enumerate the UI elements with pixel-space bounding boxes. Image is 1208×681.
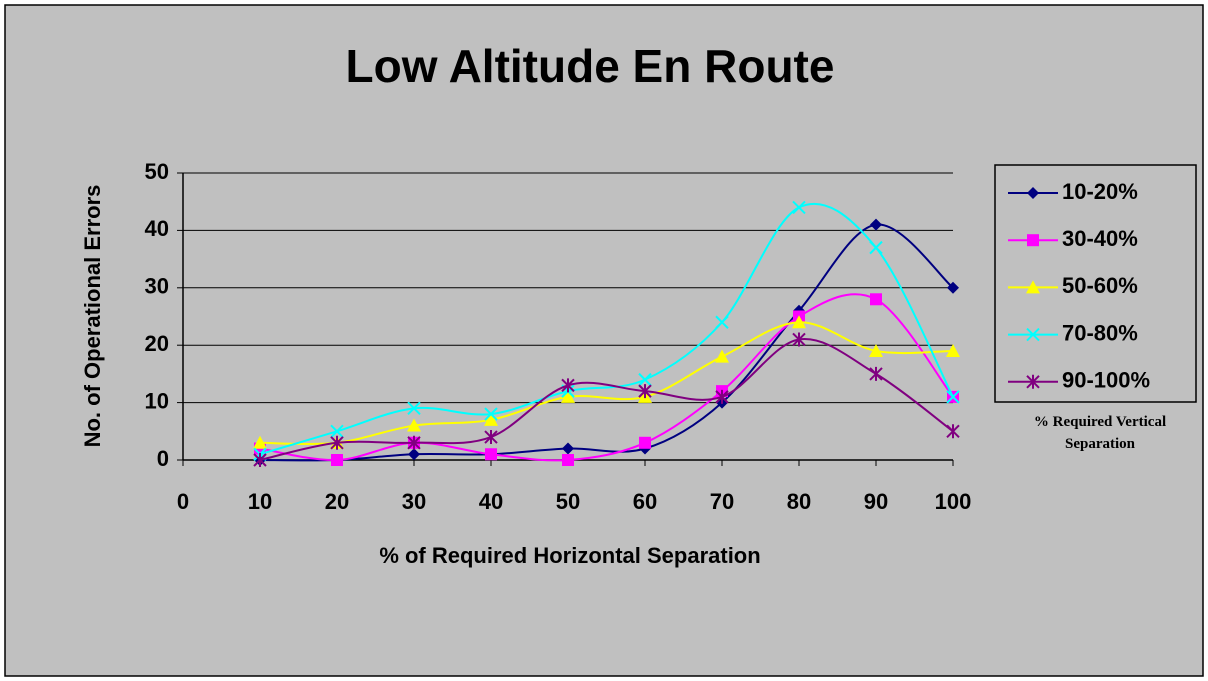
x-tick-label: 80: [787, 489, 811, 514]
marker: [253, 453, 267, 467]
marker: [639, 436, 651, 449]
y-tick-label: 30: [145, 274, 169, 299]
x-tick-label: 30: [402, 489, 426, 514]
marker: [715, 349, 729, 363]
legend-marker: [1026, 280, 1040, 294]
marker: [253, 435, 267, 449]
legend-label: 30-40%: [1062, 226, 1138, 251]
x-tick-label: 20: [325, 489, 349, 514]
x-tick-label: 60: [633, 489, 657, 514]
x-axis-label: % of Required Horizontal Separation: [379, 543, 760, 568]
legend-note: % Required Vertical Separation: [1033, 414, 1167, 452]
marker: [638, 384, 652, 399]
x-tick-label: 70: [710, 489, 734, 514]
legend-marker: [1027, 187, 1039, 199]
y-axis-label: No. of Operational Errors: [80, 185, 105, 448]
x-tick-label: 90: [864, 489, 888, 514]
y-tick-label: 10: [145, 388, 169, 413]
series-line: [259, 321, 954, 446]
marker: [407, 418, 421, 432]
marker: [792, 200, 806, 215]
marker: [407, 435, 421, 450]
x-tick-label: 40: [479, 489, 503, 514]
marker: [946, 390, 960, 404]
marker: [870, 218, 882, 231]
legend-marker: [1026, 374, 1040, 389]
marker: [485, 448, 497, 461]
marker: [408, 448, 420, 461]
marker: [869, 343, 883, 357]
marker: [331, 454, 343, 466]
marker: [946, 343, 960, 357]
legend-marker: [1026, 327, 1040, 342]
x-tick-label: 100: [935, 489, 972, 514]
marker: [792, 315, 806, 329]
legend-label: 10-20%: [1062, 179, 1138, 204]
series-line: [259, 338, 954, 461]
y-tick-label: 40: [145, 216, 169, 241]
y-tick-label: 0: [157, 446, 169, 471]
series-line: [259, 293, 954, 462]
x-tick-label: 10: [248, 489, 272, 514]
y-tick-label: 50: [145, 159, 169, 184]
marker: [561, 389, 575, 403]
marker: [562, 442, 574, 455]
marker: [484, 430, 498, 445]
marker: [870, 293, 882, 306]
marker: [638, 372, 652, 387]
marker: [562, 454, 574, 466]
marker: [561, 378, 575, 393]
x-tick-label: 50: [556, 489, 580, 514]
marker: [946, 424, 960, 439]
marker: [869, 240, 883, 255]
legend-label: 70-80%: [1062, 320, 1138, 345]
x-tick-label: 0: [177, 489, 189, 514]
legend-label: 90-100%: [1062, 368, 1150, 393]
chart-title: Low Altitude En Route: [346, 40, 835, 92]
marker: [715, 315, 729, 329]
marker: [484, 412, 498, 426]
legend-box: [994, 164, 1197, 403]
marker: [330, 424, 344, 439]
marker: [484, 407, 498, 421]
legend-marker: [1027, 234, 1039, 247]
legend-label: 50-60%: [1062, 273, 1138, 298]
marker: [869, 366, 883, 381]
marker: [407, 401, 421, 416]
marker: [715, 389, 729, 404]
marker: [330, 435, 344, 450]
y-tick-label: 20: [145, 331, 169, 356]
marker: [792, 332, 806, 347]
marker: [947, 281, 959, 294]
